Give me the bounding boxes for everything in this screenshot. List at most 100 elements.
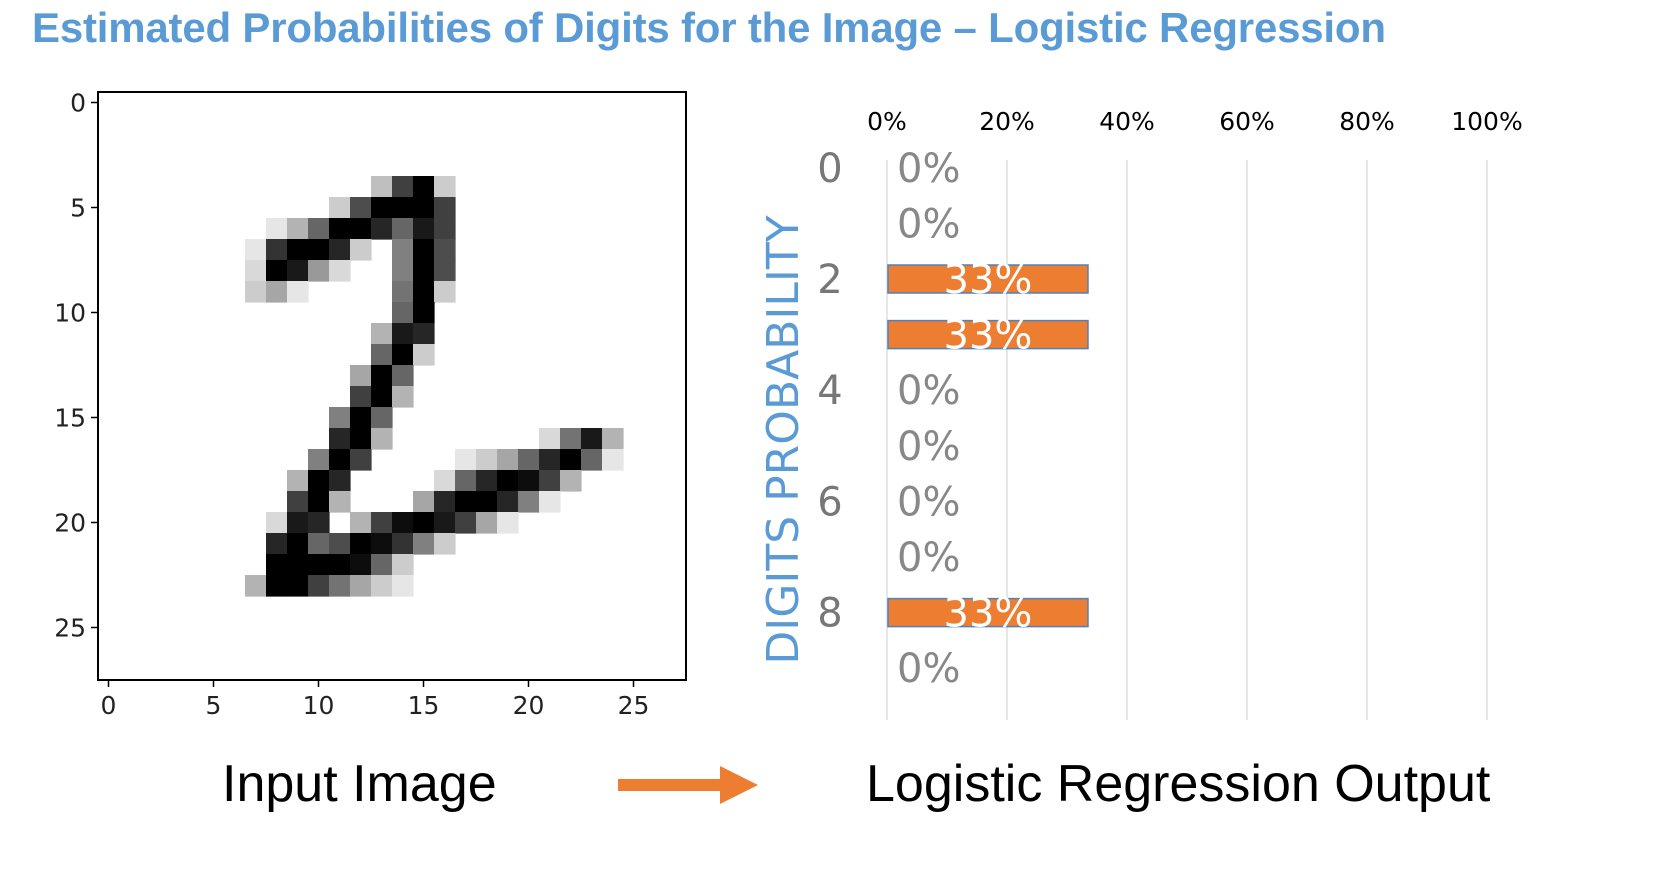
pixel — [329, 575, 351, 597]
pixel — [434, 470, 456, 492]
pixel — [287, 533, 309, 555]
pixel — [560, 428, 582, 450]
category-label: 4 — [817, 368, 842, 414]
pixel — [350, 554, 372, 576]
data-label: 0% — [897, 424, 960, 470]
pixel — [392, 575, 414, 597]
pixel — [476, 449, 498, 471]
x-tick-label: 0 — [101, 691, 117, 720]
pixel — [455, 512, 477, 534]
y-tick-label: 10 — [54, 299, 86, 328]
right-arrow-icon — [618, 766, 758, 804]
bar — [887, 319, 1089, 350]
pixel — [308, 512, 330, 534]
pixel — [518, 491, 540, 513]
pixel — [287, 575, 309, 597]
pixel — [371, 218, 393, 240]
data-label: 33% — [944, 591, 1033, 637]
pixel — [329, 449, 351, 471]
pixel — [371, 512, 393, 534]
pixel — [392, 239, 414, 261]
data-label: 0% — [897, 368, 960, 414]
pixel — [308, 449, 330, 471]
image-axes: 0 5 10 15 20 25 0 5 10 15 20 25 — [54, 89, 649, 721]
pixel — [350, 533, 372, 555]
x-tick-label: 20 — [513, 691, 545, 720]
pixel — [371, 197, 393, 219]
pixel — [413, 239, 435, 261]
pixel — [371, 533, 393, 555]
data-label: 0% — [897, 646, 960, 692]
pixel — [371, 575, 393, 597]
pixel — [392, 512, 414, 534]
category-label: 6 — [817, 479, 842, 525]
pixel — [350, 449, 372, 471]
category-label: 0 — [817, 146, 842, 192]
pixel — [308, 575, 330, 597]
pixel — [455, 470, 477, 492]
pixel — [329, 470, 351, 492]
pixel — [350, 197, 372, 219]
pixel — [434, 218, 456, 240]
pixel — [476, 470, 498, 492]
pixel — [371, 344, 393, 366]
x-tick-label: 100% — [1451, 107, 1522, 136]
pixel — [350, 407, 372, 429]
pixel — [392, 218, 414, 240]
pixel — [266, 554, 288, 576]
y-tick-label: 15 — [54, 404, 86, 433]
category-label: 2 — [817, 257, 842, 303]
data-label: 33% — [944, 257, 1033, 303]
pixel — [287, 218, 309, 240]
pixel — [392, 344, 414, 366]
pixel — [245, 575, 267, 597]
pixel — [413, 260, 435, 282]
pixel — [308, 491, 330, 513]
pixel — [581, 428, 603, 450]
pixel — [413, 197, 435, 219]
pixel — [266, 260, 288, 282]
input-image-caption: Input Image — [222, 755, 497, 813]
pixel — [392, 323, 414, 345]
pixel — [266, 281, 288, 303]
pixel — [434, 533, 456, 555]
pixel — [497, 512, 519, 534]
pixel — [308, 533, 330, 555]
pixel — [392, 260, 414, 282]
pixel — [371, 365, 393, 387]
pixel — [287, 554, 309, 576]
pixel — [266, 512, 288, 534]
pixel — [560, 470, 582, 492]
pixel — [392, 302, 414, 324]
pixel-grid — [245, 176, 624, 597]
pixel — [329, 218, 351, 240]
pixel — [392, 365, 414, 387]
bar — [887, 264, 1089, 294]
pixel — [350, 365, 372, 387]
pixel — [581, 449, 603, 471]
pixel — [434, 239, 456, 261]
pixel — [266, 575, 288, 597]
pixel — [413, 533, 435, 555]
pixel — [497, 470, 519, 492]
data-label: 0% — [897, 479, 960, 525]
pixel — [329, 554, 351, 576]
pixel — [350, 575, 372, 597]
pixel — [518, 470, 540, 492]
category-label: 8 — [817, 591, 842, 637]
data-label: 0% — [897, 201, 960, 247]
pixel — [392, 197, 414, 219]
y-tick-label: 0 — [70, 89, 86, 118]
pixel — [329, 239, 351, 261]
pixel — [308, 470, 330, 492]
pixel — [455, 449, 477, 471]
pixel — [371, 176, 393, 198]
pixel — [245, 281, 267, 303]
pixel — [329, 260, 351, 282]
input-image-chart: 0 5 10 15 20 25 0 5 10 15 20 25 — [54, 89, 687, 721]
pixel — [413, 302, 435, 324]
arrow-head — [720, 766, 758, 804]
pixel — [329, 197, 351, 219]
logistic-regression-output-caption: Logistic Regression Output — [866, 755, 1491, 813]
